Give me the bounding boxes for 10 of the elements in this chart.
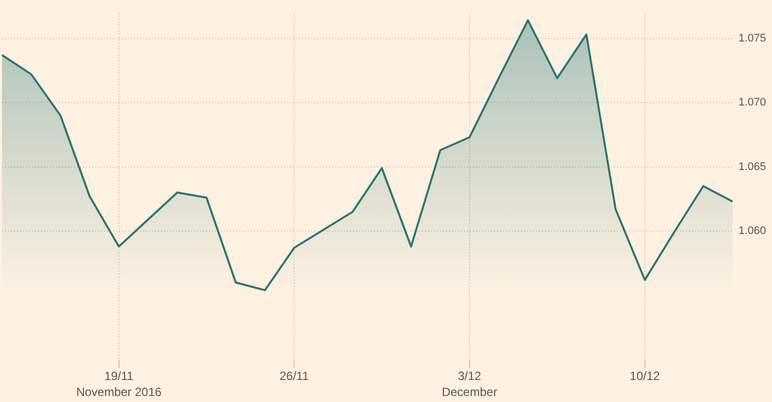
y-tick-label: 1.070 bbox=[738, 96, 766, 109]
x-tick-label: 19/11 bbox=[104, 369, 134, 384]
y-tick-label: 1.065 bbox=[738, 160, 766, 173]
y-tick-label: 1.060 bbox=[738, 225, 766, 238]
x-tick-label: 10/12 bbox=[630, 369, 660, 384]
x-tick-label: 26/11 bbox=[280, 369, 310, 384]
y-tick-label: 1.075 bbox=[738, 32, 766, 44]
text: December bbox=[442, 385, 498, 399]
x-tick-label: 3/12 bbox=[458, 369, 482, 384]
text: November 2016 bbox=[76, 385, 162, 399]
